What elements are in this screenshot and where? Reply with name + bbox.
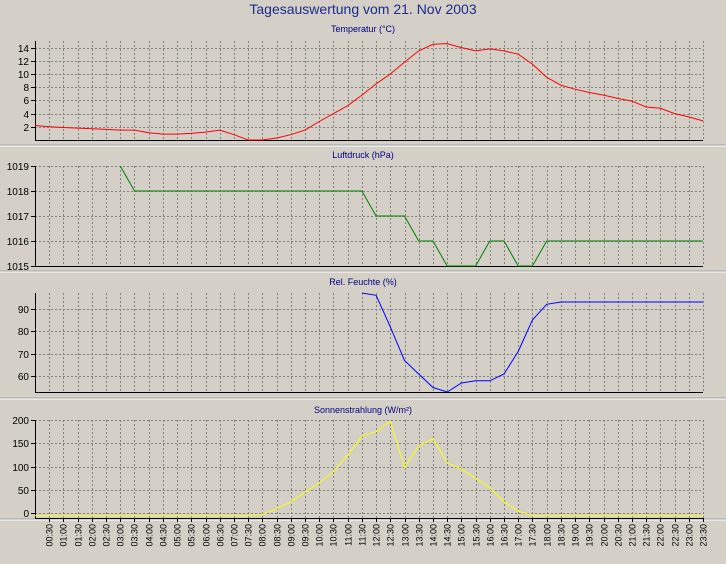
x-tick-label: 01:00 bbox=[59, 524, 69, 547]
x-tick-label: 15:00 bbox=[457, 524, 467, 547]
x-tick-label: 19:00 bbox=[571, 524, 581, 547]
chart-title: Luftdruck (hPa) bbox=[332, 150, 394, 160]
x-tick-label: 10:00 bbox=[315, 524, 325, 547]
x-tick-label: 04:00 bbox=[145, 524, 155, 547]
y-tick-label: 0 bbox=[23, 509, 29, 520]
x-tick-label: 12:00 bbox=[372, 524, 382, 547]
y-tick-label: 1016 bbox=[7, 237, 30, 248]
x-tick-label: 17:30 bbox=[528, 524, 538, 547]
x-tick-label: 14:00 bbox=[429, 524, 439, 547]
page-title: Tagesauswertung vom 21. Nov 2003 bbox=[249, 1, 477, 17]
x-tick-label: 22:00 bbox=[656, 524, 666, 547]
y-tick-label: 1015 bbox=[7, 262, 30, 273]
y-tick-label: 14 bbox=[18, 44, 30, 55]
y-tick-label: 6 bbox=[23, 96, 29, 107]
x-tick-label: 02:00 bbox=[88, 524, 98, 547]
series-line-1 bbox=[35, 420, 703, 517]
x-tick-label: 18:30 bbox=[557, 524, 567, 547]
chart-title: Temperatur (°C) bbox=[331, 24, 395, 34]
y-tick-label: 50 bbox=[18, 486, 30, 497]
x-tick-label: 19:30 bbox=[585, 524, 595, 547]
x-tick-label: 10:30 bbox=[329, 524, 339, 547]
x-tick-label: 05:30 bbox=[187, 524, 197, 547]
x-axis-labels: 00:30 01:00 01:30 02:00 02:30 03:00 03:30 04:00… bbox=[45, 518, 709, 547]
chart-panel-2: Luftdruck (hPa) 1015 1016 1017 1018 1019 bbox=[7, 150, 704, 273]
x-tick-label: 07:30 bbox=[244, 524, 254, 547]
x-tick-label: 21:30 bbox=[642, 524, 652, 547]
x-tick-label: 23:00 bbox=[685, 524, 695, 547]
x-tick-label: 12:30 bbox=[386, 524, 396, 547]
x-tick-label: 09:30 bbox=[301, 524, 311, 547]
y-tick-label: 12 bbox=[18, 57, 30, 68]
y-tick-label: 100 bbox=[12, 463, 29, 474]
y-tick-label: 1017 bbox=[7, 212, 30, 223]
x-tick-label: 20:30 bbox=[614, 524, 624, 547]
y-tick-label: 8 bbox=[23, 83, 29, 94]
y-tick-label: 2 bbox=[23, 123, 29, 134]
x-tick-label: 14:30 bbox=[443, 524, 453, 547]
x-tick-label: 17:00 bbox=[514, 524, 524, 547]
y-tick-label: 90 bbox=[18, 305, 30, 316]
y-tick-label: 1019 bbox=[7, 162, 30, 173]
x-tick-label: 21:00 bbox=[628, 524, 638, 547]
x-tick-label: 23:30 bbox=[699, 524, 709, 547]
x-tick-label: 16:30 bbox=[500, 524, 510, 547]
x-tick-label: 06:00 bbox=[202, 524, 212, 547]
x-tick-label: 20:00 bbox=[600, 524, 610, 547]
x-tick-label: 02:30 bbox=[102, 524, 112, 547]
x-tick-label: 03:00 bbox=[116, 524, 126, 547]
chart-panel-3: Rel. Feuchte (%) 60 70 80 90 bbox=[18, 277, 704, 393]
y-tick-label: 10 bbox=[18, 70, 30, 81]
x-tick-label: 05:00 bbox=[173, 524, 183, 547]
x-tick-label: 07:00 bbox=[230, 524, 240, 547]
x-tick-label: 04:30 bbox=[159, 524, 169, 547]
chart-panel-1: Temperatur (°C) 2 4 6 8 10 12 14 bbox=[18, 24, 704, 141]
y-tick-label: 150 bbox=[12, 439, 29, 450]
y-tick-label: 80 bbox=[18, 327, 30, 338]
x-tick-label: 11:00 bbox=[344, 524, 354, 546]
x-tick-label: 08:00 bbox=[258, 524, 268, 547]
y-tick-label: 70 bbox=[18, 350, 30, 361]
chart-panel-4: Sonnenstrahlung (W/m²) 0 50 100 150 200 bbox=[12, 405, 704, 520]
series-line-1 bbox=[34, 43, 704, 141]
x-tick-label: 06:30 bbox=[216, 524, 226, 547]
chart-title: Sonnenstrahlung (W/m²) bbox=[314, 405, 412, 415]
series-line-1 bbox=[361, 292, 703, 393]
x-tick-label: 15:30 bbox=[472, 524, 482, 547]
x-tick-label: 00:30 bbox=[45, 524, 55, 547]
x-tick-label: 13:00 bbox=[401, 524, 411, 547]
x-tick-label: 18:00 bbox=[543, 524, 553, 547]
y-tick-label: 60 bbox=[18, 372, 30, 383]
y-tick-label: 4 bbox=[23, 110, 29, 121]
y-tick-label: 200 bbox=[12, 416, 29, 427]
series-line-1 bbox=[119, 165, 703, 267]
x-tick-label: 08:30 bbox=[273, 524, 283, 547]
x-tick-label: 09:00 bbox=[287, 524, 297, 547]
x-tick-label: 13:30 bbox=[415, 524, 425, 547]
x-tick-label: 01:30 bbox=[74, 524, 84, 547]
chart-title: Rel. Feuchte (%) bbox=[329, 277, 397, 287]
y-tick-label: 1018 bbox=[7, 187, 30, 198]
x-tick-label: 11:30 bbox=[358, 524, 368, 546]
x-tick-label: 16:00 bbox=[486, 524, 496, 547]
x-tick-label: 03:30 bbox=[130, 524, 140, 547]
x-tick-label: 22:30 bbox=[671, 524, 681, 547]
